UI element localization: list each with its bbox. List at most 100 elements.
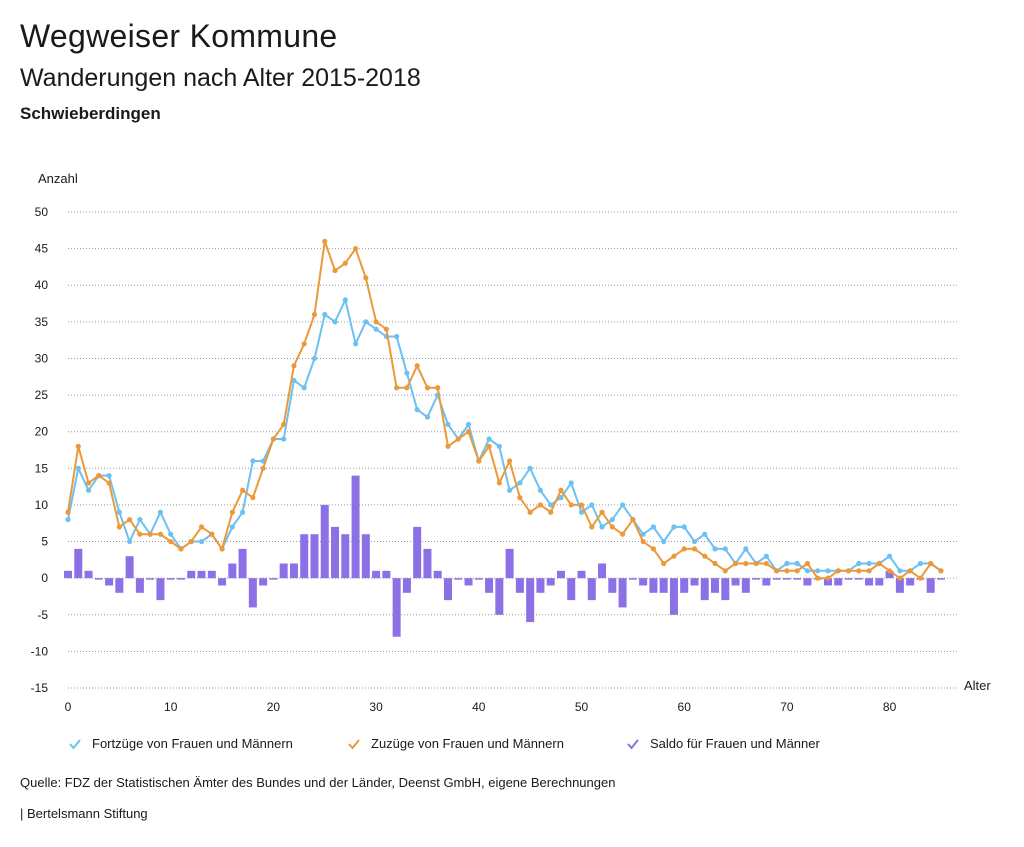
saldo-bar [289,563,298,579]
zuzuege-point [311,311,318,318]
fortzuege-point [342,297,348,303]
zuzuege-point [897,575,903,581]
zuzuege-point [178,546,184,552]
fortzuege-point [537,487,544,493]
fortzuege-point [763,553,769,559]
legend-item-saldo[interactable]: Saldo für Frauen und Männer [626,736,820,751]
zuzuege-point [106,480,112,486]
x-tick-label: 70 [780,700,794,714]
zuzuege-point [753,560,759,567]
saldo-bar [721,578,730,601]
saldo-bar [546,578,555,586]
zuzuege-point [168,538,174,545]
zuzuege-point [640,538,646,545]
zuzuege-point [332,267,338,274]
fortzuege-point [127,538,133,545]
zuzuege-point [157,531,164,537]
zuzuege-point [198,524,205,530]
x-tick-label: 20 [267,700,281,714]
y-tick-label: 45 [35,242,49,256]
saldo-bar [474,578,483,580]
fortzuege-point [250,458,256,464]
brand-note: | Bertelsmann Stiftung [20,806,148,821]
saldo-bar [505,548,514,579]
zuzuege-point [239,487,246,493]
zuzuege-point [116,524,122,530]
zuzuege-point [835,568,841,574]
saldo-bar [331,526,340,579]
y-axis-label: Anzahl [38,171,78,186]
saldo-bar [341,534,350,579]
x-tick-label: 60 [678,700,692,714]
saldo-bar [762,578,771,586]
saldo-bar [598,563,607,579]
fortzuege-point [804,568,811,574]
y-tick-label: 25 [35,388,49,402]
saldo-bar [536,578,545,593]
zuzuege-point [804,560,811,567]
saldo-bar [382,570,391,579]
saldo-bar [659,578,668,593]
saldo-bar [556,570,565,579]
saldo-bar [105,578,114,586]
fortzuege-point [352,341,359,347]
saldo-bar [248,578,257,608]
saldo-bar [197,570,206,579]
saldo-bar [423,548,432,579]
saldo-bar [392,578,401,637]
fortzuege-point [137,516,143,523]
chart-subtitle: Wanderungen nach Alter 2015-2018 [20,64,421,92]
saldo-bar [176,578,185,580]
fortzuege-point [784,560,790,567]
saldo-bar [464,578,473,586]
fortzuege-point [75,465,81,471]
zuzuege-point [589,524,595,530]
fortzuege-point [301,385,307,391]
fortzuege-point [239,509,246,515]
legend-label: Zuzüge von Frauen und Männern [371,736,564,751]
saldo-bar [443,578,452,601]
zuzuege-point [147,531,153,537]
y-tick-label: 30 [35,351,49,365]
x-tick-label: 40 [472,700,486,714]
saldo-bar [64,570,72,579]
zuzuege-point [414,363,420,369]
zuzuege-point [65,509,71,515]
fortzuege-point [589,502,595,508]
zuzuege-point [260,465,266,471]
zuzuege-point [137,531,143,537]
saldo-bar [526,578,535,623]
saldo-bar [690,578,699,586]
saldo-bar [238,548,247,579]
fortzuege-point [465,421,472,427]
zuzuege-point [845,568,852,574]
fortzuege-point [558,495,564,501]
fortzuege-point [897,568,903,574]
fortzuege-point [116,509,122,515]
saldo-bar [135,578,144,593]
legend-item-zuzuege[interactable]: Zuzüge von Frauen und Männern [347,736,564,751]
fortzuege-point [578,509,585,515]
saldo-bar [711,578,720,593]
zuzuege-point [352,246,359,252]
saldo-bar [351,475,360,579]
zuzuege-point [219,546,225,552]
zuzuege-point [732,560,739,567]
y-tick-label: 0 [41,571,48,585]
fortzuege-point [866,560,872,567]
legend-item-fortzuege[interactable]: Fortzüge von Frauen und Männern [68,736,293,751]
zuzuege-point [486,443,492,449]
y-tick-label: -15 [31,681,49,695]
zuzuege-point [455,436,461,442]
zuzuege-point [424,385,431,391]
saldo-bar [125,556,134,579]
saldo-bar [936,578,945,580]
zuzuege-point [681,546,687,552]
zuzuege-point [127,516,133,523]
fortzuege-point [548,502,554,508]
saldo-bar [269,578,278,580]
fortzuege-point [404,370,410,376]
zuzuege-point [250,495,256,501]
fortzuege-point [65,516,71,523]
zuzuege-point [383,326,389,332]
